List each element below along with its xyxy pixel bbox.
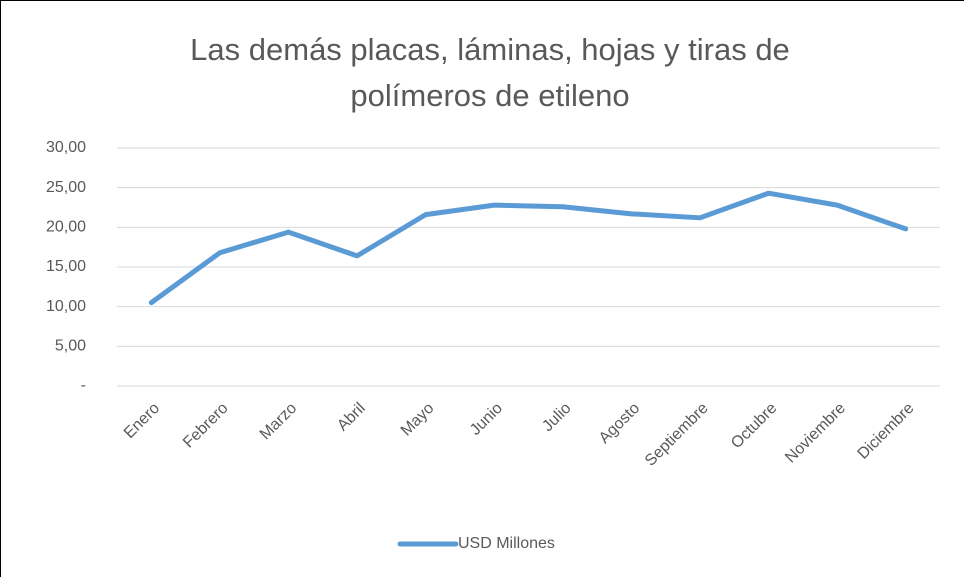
y-tick-label: 20,00 bbox=[46, 219, 86, 236]
legend-label: USD Millones bbox=[458, 535, 555, 552]
x-tick-label: Febrero bbox=[180, 400, 232, 452]
x-tick-label: Agosto bbox=[596, 400, 643, 447]
x-tick-label: Enero bbox=[121, 400, 163, 442]
x-tick-label: Junio bbox=[467, 400, 506, 439]
data-line bbox=[148, 190, 909, 306]
y-tick-label: 25,00 bbox=[46, 179, 86, 196]
x-tick-label: Abril bbox=[334, 400, 369, 435]
x-tick-label: Septiembre bbox=[642, 400, 712, 470]
y-tick-label: - bbox=[81, 377, 86, 394]
x-tick-label: Octubre bbox=[728, 400, 780, 452]
x-tick-label: Noviembre bbox=[782, 400, 849, 467]
y-tick-label: 30,00 bbox=[46, 139, 86, 156]
y-tick-label: 5,00 bbox=[55, 338, 86, 355]
x-tick-label: Julio bbox=[539, 400, 574, 435]
x-tick-label: Diciembre bbox=[855, 400, 918, 463]
y-tick-label: 10,00 bbox=[46, 298, 86, 315]
x-tick-label: Mayo bbox=[398, 400, 438, 440]
x-tick-label: Marzo bbox=[257, 400, 301, 444]
chart-title: Las demás placas, láminas, hojas y tiras… bbox=[190, 32, 790, 67]
y-tick-label: 15,00 bbox=[46, 258, 86, 275]
chart-title: polímeros de etileno bbox=[350, 78, 629, 113]
